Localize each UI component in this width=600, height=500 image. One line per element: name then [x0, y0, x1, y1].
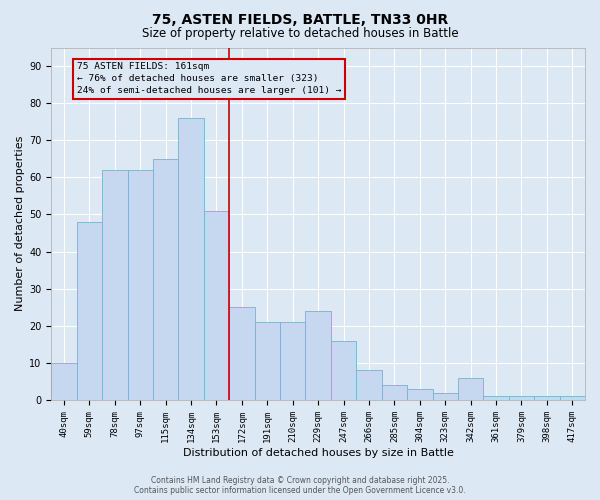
Bar — [331, 340, 356, 400]
Bar — [77, 222, 102, 400]
Bar — [178, 118, 204, 400]
Text: Contains HM Land Registry data © Crown copyright and database right 2025.: Contains HM Land Registry data © Crown c… — [151, 476, 449, 485]
Text: Size of property relative to detached houses in Battle: Size of property relative to detached ho… — [142, 28, 458, 40]
Bar — [128, 170, 153, 400]
Bar — [407, 389, 433, 400]
Text: 75 ASTEN FIELDS: 161sqm
← 76% of detached houses are smaller (323)
24% of semi-d: 75 ASTEN FIELDS: 161sqm ← 76% of detache… — [77, 62, 341, 95]
X-axis label: Distribution of detached houses by size in Battle: Distribution of detached houses by size … — [182, 448, 454, 458]
Bar — [458, 378, 484, 400]
Text: 75, ASTEN FIELDS, BATTLE, TN33 0HR: 75, ASTEN FIELDS, BATTLE, TN33 0HR — [152, 12, 448, 26]
Bar — [356, 370, 382, 400]
Bar — [509, 396, 534, 400]
Bar — [534, 396, 560, 400]
Bar — [51, 363, 77, 400]
Bar — [484, 396, 509, 400]
Bar — [229, 307, 254, 400]
Bar — [560, 396, 585, 400]
Bar — [382, 385, 407, 400]
Bar — [204, 211, 229, 400]
Bar — [433, 392, 458, 400]
Y-axis label: Number of detached properties: Number of detached properties — [15, 136, 25, 312]
Bar — [153, 159, 178, 400]
Text: Contains public sector information licensed under the Open Government Licence v3: Contains public sector information licen… — [134, 486, 466, 495]
Bar — [102, 170, 128, 400]
Bar — [280, 322, 305, 400]
Bar — [305, 311, 331, 400]
Bar — [254, 322, 280, 400]
